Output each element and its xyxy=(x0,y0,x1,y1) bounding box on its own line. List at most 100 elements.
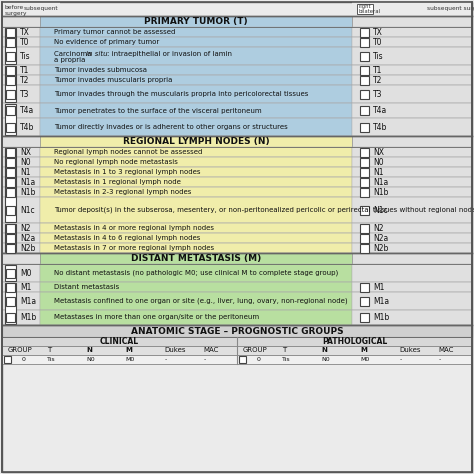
Text: -: - xyxy=(164,357,167,362)
Text: MAC: MAC xyxy=(439,347,454,354)
Bar xyxy=(352,103,472,118)
Bar xyxy=(5,224,16,252)
Bar xyxy=(6,224,15,233)
Text: Metastasis in 4 to 6 regional lymph nodes: Metastasis in 4 to 6 regional lymph node… xyxy=(54,235,201,241)
Text: N2: N2 xyxy=(373,224,383,233)
Bar xyxy=(352,187,472,197)
Bar xyxy=(40,27,352,37)
Text: N2b: N2b xyxy=(373,244,388,253)
Text: Tumor invades muscularis propria: Tumor invades muscularis propria xyxy=(54,77,173,83)
Bar xyxy=(5,66,16,102)
Bar xyxy=(352,310,472,325)
Text: NX: NX xyxy=(20,147,31,156)
Bar xyxy=(360,297,369,306)
Text: Tis: Tis xyxy=(282,357,291,362)
Text: 0: 0 xyxy=(256,357,260,362)
Bar xyxy=(40,37,352,47)
Bar xyxy=(2,253,40,264)
Bar xyxy=(2,136,40,147)
Text: NX: NX xyxy=(373,147,384,156)
Bar xyxy=(352,282,472,292)
Bar xyxy=(2,243,40,253)
Bar xyxy=(360,234,369,243)
Text: No regional lymph node metastasis: No regional lymph node metastasis xyxy=(54,159,178,165)
Text: N2b: N2b xyxy=(20,244,36,253)
Text: -: - xyxy=(204,357,206,362)
Text: M1a: M1a xyxy=(20,297,36,306)
Bar xyxy=(2,27,40,37)
Bar xyxy=(6,297,15,306)
Bar xyxy=(6,90,15,99)
Text: Tis: Tis xyxy=(47,357,55,362)
Bar xyxy=(2,147,40,157)
Bar xyxy=(40,233,352,243)
Text: M1: M1 xyxy=(20,283,31,292)
Bar xyxy=(6,188,15,197)
Bar xyxy=(352,136,472,147)
Bar xyxy=(40,243,352,253)
Bar xyxy=(40,177,352,187)
Text: T0: T0 xyxy=(20,37,29,46)
Bar xyxy=(5,283,16,324)
Bar xyxy=(2,187,40,197)
Bar xyxy=(352,75,472,85)
Text: 0: 0 xyxy=(22,357,26,362)
Bar xyxy=(2,282,40,292)
Bar xyxy=(40,118,352,136)
Bar xyxy=(2,47,40,65)
Bar xyxy=(6,283,15,292)
Bar xyxy=(352,223,472,233)
Bar xyxy=(352,2,472,16)
Text: Tumor penetrates to the surface of the visceral peritoneum: Tumor penetrates to the surface of the v… xyxy=(54,108,262,113)
Bar xyxy=(40,85,352,103)
Bar xyxy=(2,2,60,16)
Bar xyxy=(360,27,369,36)
Bar xyxy=(2,310,40,325)
Bar xyxy=(40,253,352,264)
Text: Tumor directly invades or is adherent to other organs or structures: Tumor directly invades or is adherent to… xyxy=(54,124,288,130)
Text: N0: N0 xyxy=(321,357,330,362)
Text: Tis: Tis xyxy=(373,52,383,61)
Bar xyxy=(2,292,40,310)
Bar xyxy=(6,52,15,61)
Bar xyxy=(352,253,472,264)
Text: : intraepithelial or invasion of lamin: : intraepithelial or invasion of lamin xyxy=(107,51,232,56)
Bar xyxy=(4,356,11,363)
Bar xyxy=(360,283,369,292)
Text: Metastasis in 1 to 3 regional lymph nodes: Metastasis in 1 to 3 regional lymph node… xyxy=(54,169,201,175)
Text: Carcinoma: Carcinoma xyxy=(54,51,94,56)
Bar xyxy=(360,147,369,156)
Text: T4a: T4a xyxy=(20,106,34,115)
Text: T4b: T4b xyxy=(373,122,387,131)
Bar xyxy=(6,75,15,84)
Text: M1b: M1b xyxy=(373,313,389,322)
Text: REGIONAL LYMPH NODES (N): REGIONAL LYMPH NODES (N) xyxy=(123,137,269,146)
Text: Dukes: Dukes xyxy=(400,347,421,354)
Bar xyxy=(352,243,472,253)
Text: Metastasis in 4 or more regional lymph nodes: Metastasis in 4 or more regional lymph n… xyxy=(54,225,214,231)
Bar xyxy=(40,147,352,157)
Bar xyxy=(2,264,40,282)
Bar xyxy=(360,106,369,115)
Text: Primary tumor cannot be assessed: Primary tumor cannot be assessed xyxy=(54,29,175,35)
Bar xyxy=(352,177,472,187)
Text: N2: N2 xyxy=(20,224,30,233)
Text: Tumor deposit(s) in the subserosa, mesentery, or non-peritonealized pericolic or: Tumor deposit(s) in the subserosa, mesen… xyxy=(54,207,474,213)
Bar xyxy=(352,233,472,243)
Bar xyxy=(40,282,352,292)
Bar xyxy=(2,337,237,346)
Text: T1: T1 xyxy=(20,65,29,74)
Bar xyxy=(352,147,472,157)
Text: M1a: M1a xyxy=(373,297,389,306)
Text: -: - xyxy=(439,357,441,362)
Bar xyxy=(6,206,15,215)
Bar xyxy=(6,157,15,166)
Bar xyxy=(360,206,369,215)
Text: Tumor invades submucosa: Tumor invades submucosa xyxy=(54,67,147,73)
Text: N1b: N1b xyxy=(20,188,36,197)
Bar xyxy=(360,65,369,74)
Text: N1a: N1a xyxy=(20,177,35,186)
Text: a propria: a propria xyxy=(54,57,85,63)
Bar xyxy=(2,223,40,233)
Bar xyxy=(2,233,40,243)
